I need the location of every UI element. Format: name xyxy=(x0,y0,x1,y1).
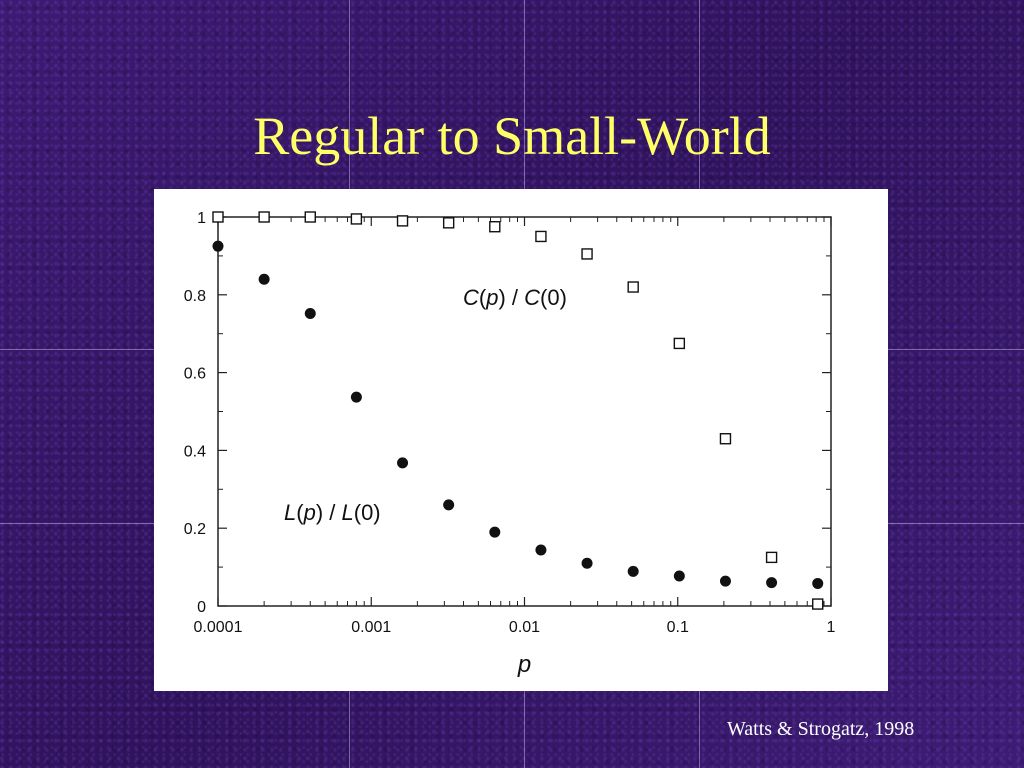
x-tick-label: 1 xyxy=(827,619,836,636)
scatter-chart: 0.0001 0.001 0.01 0.1 1 0 0.2 0.4 0.6 0.8 1 p C(p) /… xyxy=(184,210,836,678)
y-tick-label: 1 xyxy=(197,210,206,227)
path-length-point xyxy=(304,307,316,319)
clustering-point xyxy=(765,551,778,564)
path-length-point xyxy=(812,577,824,589)
x-tick-label: 0.01 xyxy=(509,619,540,636)
clustering-label: C(p) / C(0) xyxy=(463,285,567,310)
chart-panel: 0.0001 0.001 0.01 0.1 1 0 0.2 0.4 0.6 0.8 1 p C(p) /… xyxy=(154,189,888,691)
x-tick-label: 0.001 xyxy=(351,619,391,636)
path-length-point xyxy=(719,575,731,587)
slide-title: Regular to Small-World xyxy=(253,106,771,166)
x-axis-label: p xyxy=(517,651,531,678)
clustering-point xyxy=(304,211,316,223)
path-length-point xyxy=(535,544,547,556)
path-length-point xyxy=(350,391,362,403)
clustering-point xyxy=(489,221,501,233)
path-length-point xyxy=(397,457,409,469)
path-length-point xyxy=(581,557,593,569)
clustering-point xyxy=(350,213,363,225)
path-length-point xyxy=(212,240,224,252)
clustering-point xyxy=(442,217,455,229)
clustering-point xyxy=(673,337,686,350)
clustering-point xyxy=(812,598,824,610)
path-length-point xyxy=(258,273,270,285)
clustering-point xyxy=(212,211,224,223)
y-tick-label: 0 xyxy=(197,599,206,616)
path-length-point xyxy=(673,570,685,582)
path-length-label: L(p) / L(0) xyxy=(284,500,381,525)
y-tick-label: 0.6 xyxy=(184,366,206,383)
path-length-point xyxy=(489,526,501,538)
y-tick-label: 0.8 xyxy=(184,288,206,305)
path-length-point xyxy=(766,577,778,589)
x-tick-label: 0.1 xyxy=(667,619,689,636)
y-tick-label: 0.4 xyxy=(184,443,206,460)
clustering-point xyxy=(258,211,270,223)
path-length-point xyxy=(443,499,455,511)
clustering-point xyxy=(719,433,732,445)
clustering-point xyxy=(396,215,409,227)
clustering-point xyxy=(535,230,547,243)
path-length-point xyxy=(627,565,639,577)
y-tick-label: 0.2 xyxy=(184,521,206,538)
clustering-point xyxy=(581,248,593,260)
citation: Watts & Strogatz, 1998 xyxy=(727,718,915,740)
clustering-point xyxy=(627,281,639,293)
x-tick-label: 0.0001 xyxy=(194,619,243,636)
plot-frame xyxy=(217,216,832,607)
